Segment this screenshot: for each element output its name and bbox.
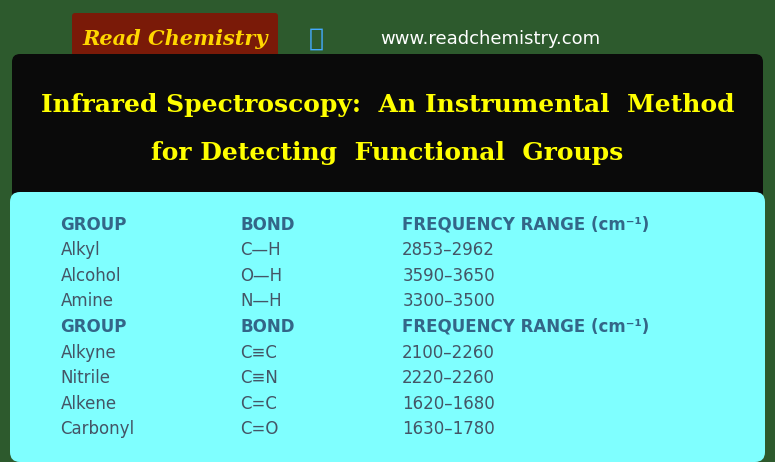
Text: C=O: C=O <box>240 420 279 438</box>
Text: 2100–2260: 2100–2260 <box>402 344 495 361</box>
FancyBboxPatch shape <box>72 13 278 65</box>
Text: BOND: BOND <box>240 216 295 234</box>
Text: 1630–1780: 1630–1780 <box>402 420 495 438</box>
Text: Alkyl: Alkyl <box>60 242 100 260</box>
Text: 3300–3500: 3300–3500 <box>402 292 495 310</box>
Text: N—H: N—H <box>240 292 282 310</box>
Text: GROUP: GROUP <box>60 318 127 336</box>
Text: O—H: O—H <box>240 267 283 285</box>
Text: Alkyne: Alkyne <box>60 344 116 361</box>
Text: www.readchemistry.com: www.readchemistry.com <box>380 30 600 48</box>
Text: 2220–2260: 2220–2260 <box>402 369 495 387</box>
FancyBboxPatch shape <box>10 192 765 462</box>
Text: BOND: BOND <box>240 318 295 336</box>
Text: C=C: C=C <box>240 395 277 413</box>
Text: 🌐: 🌐 <box>308 27 323 51</box>
Text: C≡N: C≡N <box>240 369 278 387</box>
FancyBboxPatch shape <box>12 54 763 200</box>
Text: C—H: C—H <box>240 242 281 260</box>
Text: Amine: Amine <box>60 292 113 310</box>
Text: Infrared Spectroscopy:  An Instrumental  Method: Infrared Spectroscopy: An Instrumental M… <box>41 93 734 117</box>
Text: for Detecting  Functional  Groups: for Detecting Functional Groups <box>151 141 624 165</box>
Text: C≡C: C≡C <box>240 344 277 361</box>
Text: 2853–2962: 2853–2962 <box>402 242 495 260</box>
Text: FREQUENCY RANGE (cm⁻¹): FREQUENCY RANGE (cm⁻¹) <box>402 318 649 336</box>
Text: FREQUENCY RANGE (cm⁻¹): FREQUENCY RANGE (cm⁻¹) <box>402 216 649 234</box>
Text: Alkene: Alkene <box>60 395 116 413</box>
Text: GROUP: GROUP <box>60 216 127 234</box>
Text: 3590–3650: 3590–3650 <box>402 267 494 285</box>
Text: Nitrile: Nitrile <box>60 369 110 387</box>
Text: Carbonyl: Carbonyl <box>60 420 135 438</box>
Text: Alcohol: Alcohol <box>60 267 121 285</box>
Text: Read Chemistry: Read Chemistry <box>82 29 267 49</box>
Text: 1620–1680: 1620–1680 <box>402 395 495 413</box>
